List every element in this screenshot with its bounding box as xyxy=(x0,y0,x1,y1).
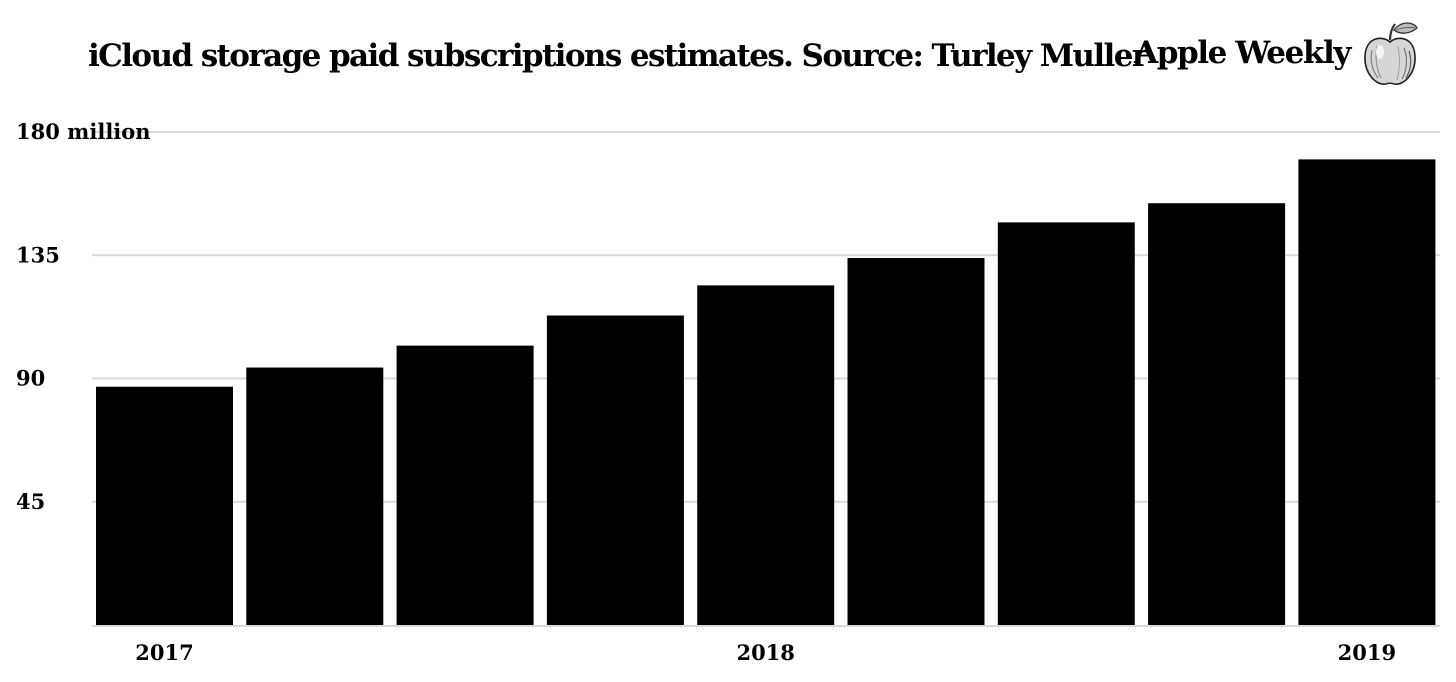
brand: Apple Weekly xyxy=(1134,18,1420,88)
y-tick-label: 45 xyxy=(16,489,45,514)
y-tick-label: 135 xyxy=(16,242,60,267)
bar xyxy=(246,367,384,625)
bar xyxy=(997,222,1135,625)
axes: 45 90 135 180 million 2017 2018 2019 xyxy=(16,119,1440,665)
x-tick-label: 2018 xyxy=(736,640,794,665)
bar xyxy=(396,345,534,625)
bar xyxy=(1148,203,1286,625)
y-tick-label: 90 xyxy=(16,366,45,391)
x-tick-label: 2019 xyxy=(1338,640,1396,665)
bar xyxy=(1298,159,1436,625)
bar xyxy=(697,285,835,625)
bar xyxy=(847,257,985,625)
x-tick-label: 2017 xyxy=(135,640,193,665)
bar xyxy=(546,315,684,625)
chart-title: iCloud storage paid subscriptions estima… xyxy=(88,38,1148,74)
y-tick-label: 180 million xyxy=(16,119,151,144)
bars xyxy=(96,159,1436,625)
bar xyxy=(96,386,233,625)
brand-name: Apple Weekly xyxy=(1134,35,1351,71)
apple-sketch-icon xyxy=(1364,22,1418,85)
